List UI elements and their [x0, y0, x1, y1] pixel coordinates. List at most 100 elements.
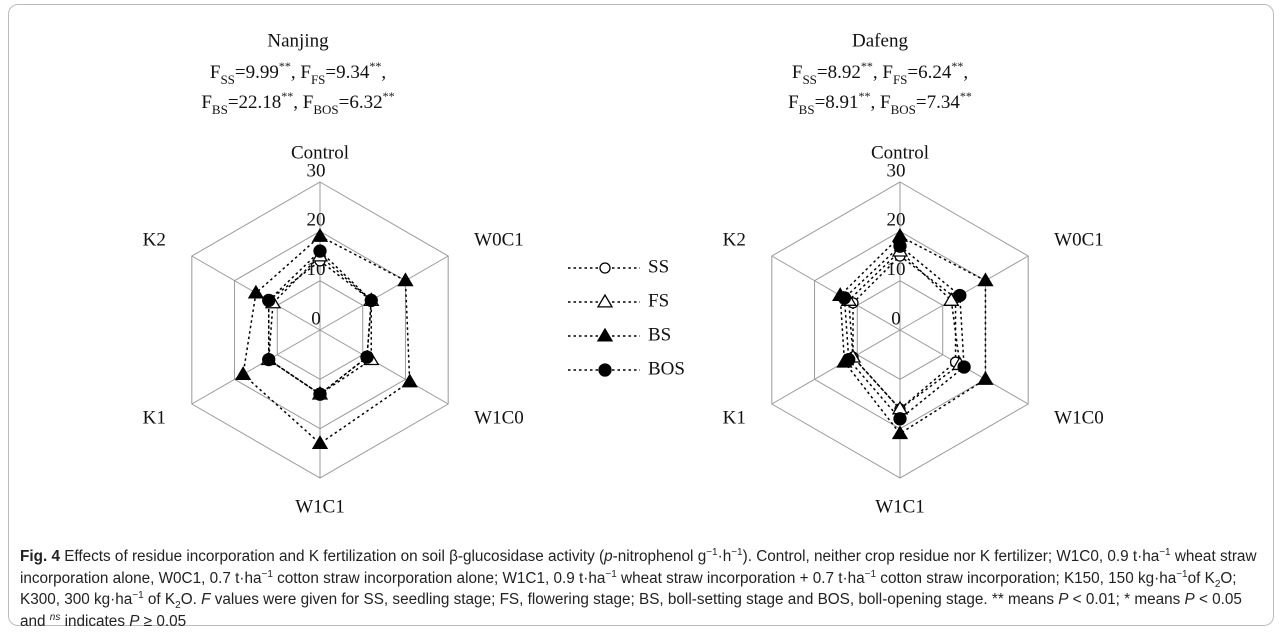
stat-subscript: BS: [799, 102, 815, 117]
marker: [364, 293, 378, 308]
r-tick-label: 0: [891, 308, 901, 329]
category-label: W1C1: [875, 496, 925, 517]
stat-significance: **: [861, 59, 873, 73]
caption-text: P: [129, 612, 140, 630]
category-label: Control: [871, 142, 929, 163]
stat-subscript: SS: [802, 72, 816, 87]
stat-value: =8.91: [815, 92, 859, 113]
marker: [953, 288, 967, 303]
marker: [837, 291, 852, 305]
r-tick-label: 10: [887, 259, 906, 280]
stats-line: FBS=8.91**, FBOS=7.34**: [788, 89, 972, 118]
stat-value: =6.24: [907, 62, 951, 83]
legend-label: FS: [648, 290, 669, 311]
caption-text: -nitrophenol g: [612, 548, 707, 565]
caption-text: 2: [1214, 578, 1221, 590]
stat-separator: ,: [871, 92, 876, 113]
marker: [977, 371, 994, 385]
caption-text: values were given for SS, seedling stage…: [210, 591, 1059, 608]
stat-symbol: F: [300, 62, 311, 83]
category-label: K1: [723, 407, 746, 428]
marker: [891, 425, 909, 440]
stat-separator: ,: [963, 62, 968, 83]
caption-text: −1: [706, 546, 718, 558]
marker: [599, 262, 611, 274]
category-label: W1C0: [1054, 407, 1104, 428]
axis-spoke: [191, 329, 321, 405]
marker: [893, 412, 907, 426]
category-label: W0C1: [474, 229, 524, 250]
caption-text: cotton straw incorporation alone; W1C1, …: [272, 569, 606, 587]
stat-value: =6.32: [339, 92, 383, 113]
stat-value: =8.92: [817, 62, 861, 83]
series-line: BS: [242, 235, 411, 445]
stat-significance: **: [281, 89, 293, 103]
marker: [957, 360, 971, 374]
stat-symbol: F: [792, 62, 803, 83]
caption-text: O.: [180, 591, 202, 608]
marker: [360, 350, 374, 364]
stat-value: =9.99: [235, 62, 279, 83]
marker: [893, 239, 907, 253]
legend-label: BOS: [648, 358, 685, 379]
marker: [262, 293, 276, 308]
marker: [596, 293, 614, 308]
r-tick-label: 20: [887, 210, 906, 231]
stat-subscript: BS: [212, 102, 228, 117]
marker: [891, 227, 909, 242]
category-label: W0C1: [1054, 229, 1104, 250]
marker: [234, 366, 252, 380]
stat-significance: **: [859, 89, 871, 103]
stat-symbol: F: [882, 62, 893, 83]
caption-text: p: [604, 548, 613, 565]
caption-text: of K: [143, 591, 176, 608]
category-label: K1: [143, 407, 166, 428]
caption-text: of K: [1187, 569, 1215, 587]
stat-subscript: FS: [311, 72, 325, 87]
category-label: K2: [723, 229, 746, 250]
stat-significance: **: [383, 89, 395, 103]
series: BOS: [262, 244, 378, 401]
stat-symbol: F: [210, 62, 221, 83]
caption-text: < 0.01; * means: [1068, 591, 1185, 608]
stat-value: =22.18: [228, 92, 281, 113]
legend: SS FS BS BOS: [568, 256, 685, 379]
legend-label: BS: [648, 324, 671, 345]
chart-title: Dafeng: [852, 30, 908, 51]
stat-symbol: F: [201, 92, 212, 113]
stat-significance: **: [951, 59, 963, 73]
marker: [842, 352, 856, 367]
caption-text: O; K300, 300 kg·ha: [20, 569, 1237, 609]
caption-text: −1: [132, 589, 144, 601]
stat-significance: **: [960, 89, 972, 103]
marker: [311, 227, 329, 242]
caption-text: ≥ 0.05: [139, 612, 187, 630]
axis-spoke: [319, 255, 449, 331]
caption-text: ·h: [717, 548, 732, 565]
stat-separator: ,: [291, 62, 296, 83]
legend-label: SS: [648, 256, 669, 277]
r-tick-label: 30: [887, 160, 906, 181]
stat-subscript: BOS: [313, 102, 338, 117]
stat-subscript: FS: [893, 72, 907, 87]
caption-text: −1: [864, 568, 877, 580]
axis-spoke: [771, 255, 901, 331]
caption-text: wheat straw incorporation + 0.7 t·ha: [616, 569, 865, 587]
stat-separator: ,: [873, 62, 878, 83]
stat-significance: **: [369, 59, 381, 73]
caption-text: Fig. 4: [20, 548, 60, 565]
caption-text: cotton straw incorporation; K150, 150 kg…: [876, 569, 1177, 587]
caption-text: P: [1058, 591, 1069, 608]
caption-text: −1: [731, 546, 743, 558]
series: BS: [234, 227, 418, 450]
stats-line: FSS=9.99**, FFS=9.34**,: [210, 59, 386, 88]
caption-text: ). Control, neither crop residue nor K f…: [742, 548, 1160, 565]
marker: [596, 327, 614, 342]
axis-spoke: [771, 329, 901, 405]
category-label: W1C0: [474, 407, 524, 428]
caption-text: wheat straw incorporation alone, W0C1, 0…: [20, 548, 1257, 587]
stat-value: =9.34: [325, 62, 369, 83]
caption-text: ns: [49, 611, 61, 623]
caption-text: F: [201, 591, 211, 608]
